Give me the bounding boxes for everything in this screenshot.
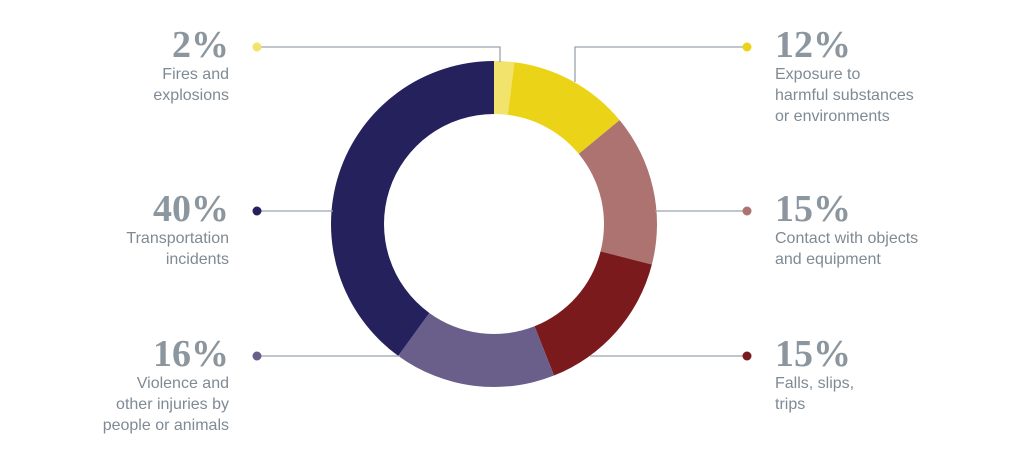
legend-dot (742, 351, 752, 361)
legend-dot (252, 206, 262, 216)
legend-dot (742, 42, 752, 52)
donut-slice (507, 62, 620, 154)
legend-dot (742, 206, 752, 216)
category-label: Transportation incidents (126, 230, 229, 268)
value-label: 2% (172, 24, 229, 66)
value-label: 15% (775, 333, 851, 375)
donut-slice (331, 60, 494, 356)
donut-slice (398, 312, 555, 387)
category-label: Falls, slips, trips (775, 375, 855, 413)
leader-line (257, 46, 501, 62)
legend-dot (252, 42, 262, 52)
category-label: Exposure to harmful substances or enviro… (775, 66, 914, 125)
leader-line (574, 46, 747, 82)
value-label: 12% (775, 24, 851, 66)
category-label: Fires and explosions (153, 66, 229, 104)
category-label: Contact with objects and equipment (775, 230, 919, 268)
value-label: 15% (775, 188, 851, 230)
value-label: 16% (153, 333, 229, 375)
category-label: Violence and other injuries by people or… (102, 375, 229, 434)
donut-slice (578, 120, 657, 265)
donut-slice (534, 251, 652, 376)
value-label: 40% (153, 188, 229, 230)
donut-slice (494, 61, 515, 115)
legend-dot (252, 351, 262, 361)
